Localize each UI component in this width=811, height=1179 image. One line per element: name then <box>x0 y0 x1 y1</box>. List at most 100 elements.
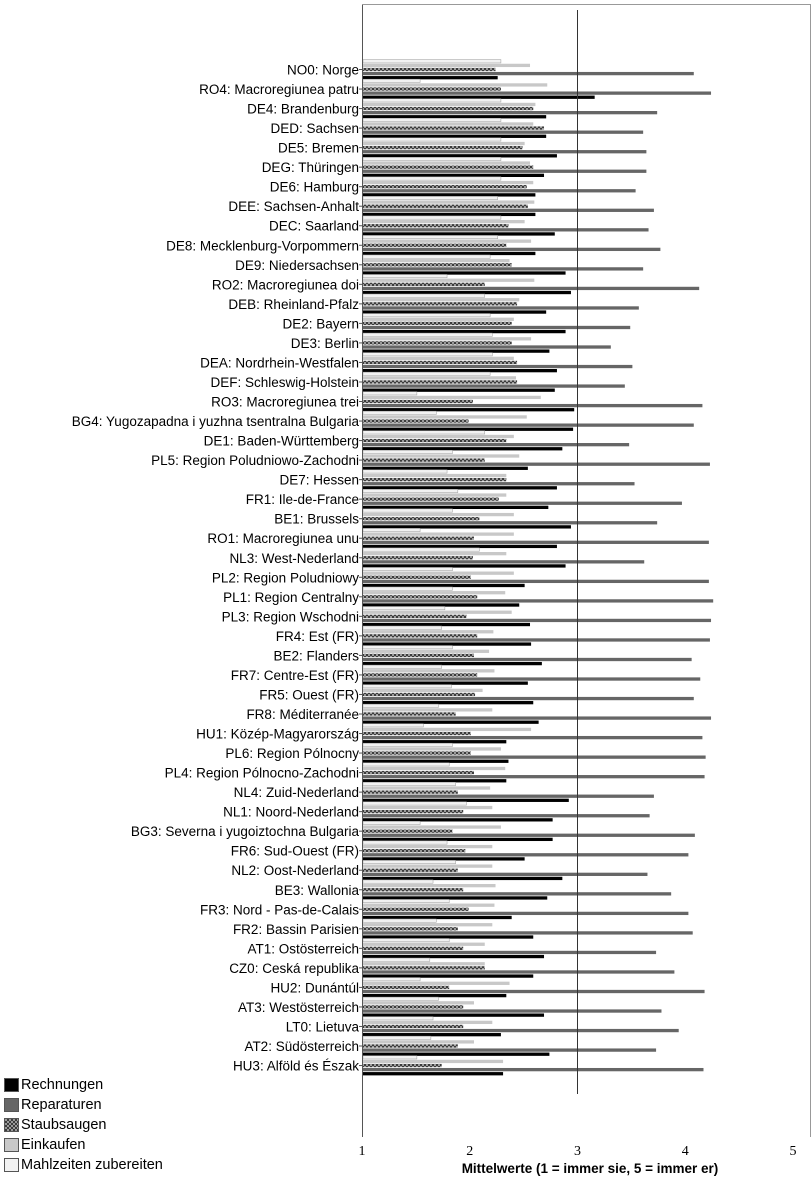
bar-group-ro4-macroregiunea-patru <box>362 78 712 99</box>
category-label: BE2: Flanders <box>273 648 359 663</box>
bar-rechnungen-dea-nordrhein-westfalen <box>363 369 557 373</box>
bar-einkaufen-de2-bayern <box>363 317 514 321</box>
bar-rechnungen-pl3-region-wschodni <box>363 622 531 627</box>
bar-group-be2-flanders <box>362 645 692 666</box>
bar-reparaturen-bg4-yugozapadna-i-yuzhna-tsentralna-bulgaria <box>363 423 694 427</box>
bar-group-de6-hamburg <box>362 176 636 197</box>
bar-mahlzeiten-zubereiten-fr8-mediterranee <box>362 703 439 708</box>
bar-group-hu1-kozep-magyarorszag <box>362 723 703 744</box>
bar-mahlzeiten-zubereiten-dee-sachsen-anhalt <box>362 196 498 200</box>
bar-group-be1-brussels <box>362 508 658 529</box>
category-label: RO2: Macroregiunea doi <box>212 277 359 292</box>
bar-staubsaugen-cz0-ceska-republika <box>363 966 485 970</box>
bar-group-fr2-bassin-parisien <box>362 918 693 939</box>
category-label: FR5: Ouest (FR) <box>259 687 359 702</box>
bar-staubsaugen-pl4-region-polnocno-zachodni <box>363 770 474 775</box>
bar-group-de9-niedersachsen <box>362 254 644 275</box>
bar-mahlzeiten-zubereiten-fr1-ile-de-france <box>362 489 459 493</box>
bar-rechnungen-de6-hamburg <box>363 193 536 197</box>
bar-einkaufen-lt0-lietuva <box>363 1020 493 1025</box>
legend: Rechnungen Reparaturen Staubsaugen Einkaufe… <box>4 1075 163 1175</box>
bar-einkaufen-dea-nordrhein-westfalen <box>363 356 514 360</box>
bar-rechnungen-be1-brussels <box>363 525 571 529</box>
bar-rechnungen-pl1-region-centralny <box>363 603 520 607</box>
bar-staubsaugen-fr6-sud-ouest-fr <box>363 849 466 853</box>
bar-group-nl1-noord-nederland <box>362 801 650 822</box>
bar-einkaufen-at2-sudosterreich <box>363 1040 474 1044</box>
bar-mahlzeiten-zubereiten-ro3-macroregiunea-trei <box>362 391 418 396</box>
bar-staubsaugen-hu2-dunantul <box>363 985 450 990</box>
bar-mahlzeiten-zubereiten-de4-brandenburg <box>362 98 502 103</box>
bar-staubsaugen-pl3-region-wschodni <box>363 614 467 618</box>
x-axis-title: Mittelwerte (1 = immer sie, 5 = immer er… <box>462 1161 719 1176</box>
bar-reparaturen-dea-nordrhein-westfalen <box>363 364 633 369</box>
bar-staubsaugen-pl1-region-centralny <box>363 595 478 599</box>
bar-mahlzeiten-zubereiten-fr5-ouest-fr <box>362 684 452 689</box>
bar-rechnungen-pl5-region-poludniowo-zachodni <box>363 466 528 470</box>
bar-rechnungen-be3-wallonia <box>363 896 548 900</box>
bar-staubsaugen-de6-hamburg <box>363 185 527 189</box>
category-label: AT2: Südösterreich <box>244 1039 359 1054</box>
bar-group-nl4-zuid-nederland <box>362 782 654 802</box>
bar-mahlzeiten-zubereiten-pl5-region-poludniowo-zachodni <box>362 450 453 454</box>
category-label: NL1: Noord-Nederland <box>223 805 359 820</box>
bar-reparaturen-fr2-bassin-parisien <box>363 931 693 935</box>
category-label: RO1: Macroregiunea unu <box>207 531 359 546</box>
category-label: NL2: Oost-Nederland <box>231 863 359 878</box>
category-label: DE1: Baden-Württemberg <box>204 434 359 449</box>
bars-layer <box>362 59 714 1076</box>
category-label: HU2: Dunántúl <box>270 980 359 995</box>
bar-reparaturen-deg-thuringen <box>363 169 647 173</box>
bar-group-ro1-macroregiunea-unu <box>362 528 709 549</box>
bar-group-nl3-west-nederland <box>362 547 645 568</box>
bar-einkaufen-bg3-severna-i-yugoiztochna-bulgaria <box>363 825 501 829</box>
bar-rechnungen-de8-mecklenburg-vorpommern <box>363 251 536 256</box>
category-label: DED: Sachsen <box>270 121 359 136</box>
bar-einkaufen-no0-norge <box>363 63 531 68</box>
bar-rechnungen-no0-norge <box>363 76 498 80</box>
bar-einkaufen-de1-baden-wurttemberg <box>363 434 514 439</box>
category-label: FR7: Centre-Est (FR) <box>231 668 359 683</box>
bar-reparaturen-pl2-region-poludniowy <box>363 579 709 584</box>
bar-group-cz0-ceska-republika <box>362 957 675 978</box>
bar-einkaufen-fr7-centre-est-fr <box>363 669 495 673</box>
bar-mahlzeiten-zubereiten-be1-brussels <box>362 508 453 513</box>
bar-rechnungen-be2-flanders <box>363 661 542 666</box>
bar-reparaturen-de1-baden-wurttemberg <box>363 443 630 447</box>
bar-group-pl4-region-polnocno-zachodni <box>362 762 705 783</box>
bar-rechnungen-bg4-yugozapadna-i-yuzhna-tsentralna-bulgaria <box>363 427 574 431</box>
bar-group-def-schleswig-holstein <box>362 371 625 392</box>
bar-mahlzeiten-zubereiten-bg3-severna-i-yugoiztochna-bulgaria <box>362 821 421 825</box>
bar-reparaturen-de4-brandenburg <box>363 111 658 115</box>
bar-mahlzeiten-zubereiten-de7-hessen <box>362 469 448 474</box>
bar-einkaufen-pl3-region-wschodni <box>363 610 512 614</box>
bar-rechnungen-de1-baden-wurttemberg <box>363 447 563 451</box>
bar-einkaufen-dee-sachsen-anhalt <box>363 200 535 204</box>
bar-rechnungen-ro2-macroregiunea-doi <box>363 290 571 295</box>
bar-einkaufen-fr1-ile-de-france <box>363 493 507 497</box>
bar-group-no0-norge <box>362 59 694 80</box>
bar-reparaturen-fr5-ouest-fr <box>363 696 694 701</box>
bar-einkaufen-de7-hessen <box>363 473 507 478</box>
bar-group-fr7-centre-est-fr <box>362 664 701 685</box>
bar-rechnungen-at1-ostosterreich <box>363 954 545 959</box>
bar-reparaturen-de3-berlin <box>363 345 611 349</box>
bar-staubsaugen-fr8-mediterranee <box>363 712 456 716</box>
bar-reparaturen-de7-hessen <box>363 482 635 486</box>
bar-einkaufen-de6-hamburg <box>363 180 534 185</box>
bar-einkaufen-de8-mecklenburg-vorpommern <box>363 239 532 243</box>
category-label: BE1: Brussels <box>274 512 359 527</box>
bar-rechnungen-fr8-mediterranee <box>363 720 539 724</box>
bar-staubsaugen-fr5-ouest-fr <box>363 692 476 697</box>
bar-reparaturen-fr1-ile-de-france <box>363 501 682 505</box>
legend-swatch <box>4 1098 19 1112</box>
bar-reparaturen-def-schleswig-holstein <box>363 384 625 388</box>
bar-reparaturen-de2-bayern <box>363 325 631 330</box>
bar-group-dec-saarland <box>362 215 649 236</box>
bar-staubsaugen-dea-nordrhein-westfalen <box>363 360 518 365</box>
bar-mahlzeiten-zubereiten-no0-norge <box>362 59 502 64</box>
bar-reparaturen-dee-sachsen-anhalt <box>363 208 654 212</box>
category-label: FR2: Bassin Parisien <box>233 922 359 937</box>
bar-group-nl2-oost-nederland <box>362 860 648 881</box>
bar-rechnungen-dec-saarland <box>363 232 555 236</box>
